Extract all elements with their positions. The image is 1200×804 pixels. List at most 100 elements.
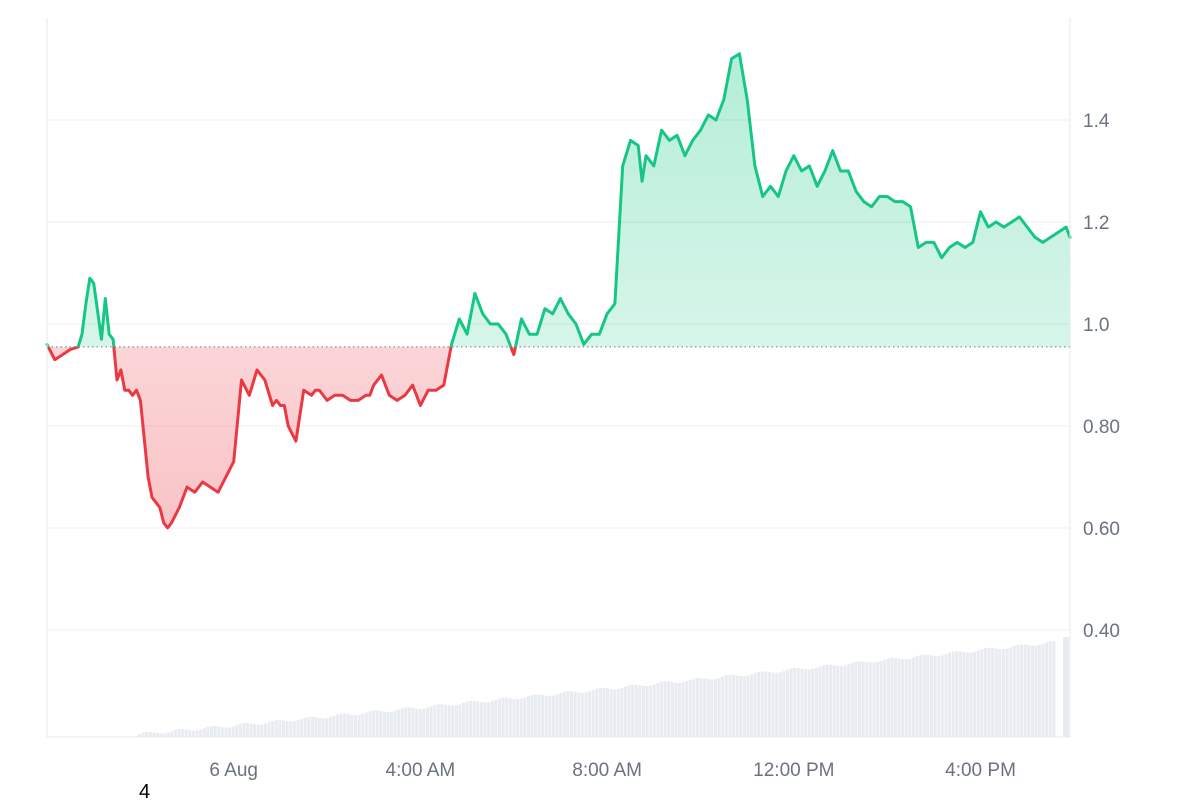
volume-bar — [703, 678, 707, 737]
volume-bar — [440, 704, 444, 737]
volume-bar — [519, 698, 523, 737]
volume-bar — [552, 695, 555, 737]
volume-bar — [624, 686, 627, 737]
volume-bar — [202, 728, 206, 737]
volume-bar — [998, 649, 1002, 737]
volume-bar — [494, 699, 498, 737]
volume-bar — [436, 704, 440, 737]
volume-bar — [897, 658, 901, 737]
volume-bar — [170, 731, 174, 737]
volume-bar — [508, 698, 512, 737]
volume-bar — [368, 711, 372, 737]
volume-bar — [386, 712, 390, 737]
volume-bar — [811, 668, 815, 737]
volume-bar — [350, 714, 354, 737]
volume-bar — [1005, 648, 1009, 737]
volume-bar — [606, 688, 609, 737]
volume-bar — [962, 651, 966, 737]
volume-bar — [948, 652, 951, 737]
y-tick-label: 1.4 — [1083, 111, 1110, 132]
volume-bar — [872, 662, 876, 737]
volume-bar — [735, 675, 739, 737]
volume-bar — [908, 658, 912, 737]
volume-bar — [1030, 645, 1034, 737]
volume-bar — [505, 697, 509, 737]
volume-bar — [685, 681, 689, 737]
volume-bar — [192, 730, 195, 737]
volume-bar — [177, 729, 181, 737]
volume-bar — [573, 691, 577, 737]
volume-bar — [714, 678, 717, 737]
volume-bar — [429, 706, 433, 737]
volume-bar — [534, 694, 537, 737]
volume-bar — [285, 721, 289, 737]
volume-bar — [418, 708, 422, 737]
y-tick-label: 1.0 — [1083, 315, 1109, 336]
corner-label: 4 — [139, 781, 151, 803]
volume-bar — [458, 704, 462, 737]
volume-bar — [325, 718, 329, 737]
volume-bar — [987, 647, 991, 737]
volume-bar — [145, 731, 149, 737]
volume-bar — [246, 723, 249, 737]
volume-bar — [411, 707, 415, 737]
volume-bar — [732, 674, 735, 737]
volume-bar — [584, 692, 588, 737]
volume-bar — [548, 695, 552, 737]
volume-bar — [292, 721, 296, 737]
volume-bar — [501, 697, 505, 737]
y-tick-label: 0.60 — [1083, 519, 1120, 540]
volume-bar — [577, 692, 581, 737]
volume-bar — [937, 655, 941, 737]
volume-bar — [462, 702, 465, 737]
volume-bar — [408, 707, 411, 737]
volume-bar — [256, 724, 260, 737]
volume-bar — [649, 685, 653, 737]
volume-bar — [674, 682, 678, 737]
volume-bar — [901, 659, 905, 737]
volume-bar — [454, 705, 458, 737]
volume-bar — [638, 685, 642, 737]
volume-bar — [1048, 641, 1052, 737]
volume-bar — [296, 720, 300, 737]
volume-bar — [476, 701, 480, 737]
volume-bar — [634, 684, 638, 737]
volume-bar — [800, 668, 804, 737]
volume-bar — [357, 714, 361, 737]
volume-bar — [814, 667, 818, 737]
volume-bar — [793, 667, 797, 737]
volume-bar — [346, 714, 350, 737]
plot-frame — [46, 18, 1071, 738]
volume-bar — [818, 666, 822, 737]
volume-bar — [642, 685, 645, 737]
volume-bar — [231, 726, 235, 737]
volume-bar — [148, 731, 152, 737]
volume-bar — [764, 671, 768, 737]
volume-bar — [300, 718, 303, 737]
volume-bar — [796, 668, 800, 737]
volume-bar — [159, 733, 163, 737]
volume-bar — [681, 682, 685, 737]
volume-bar — [904, 659, 908, 737]
volume-bar — [562, 691, 566, 737]
volume-bar — [206, 726, 210, 737]
volume-bar — [364, 712, 368, 737]
volume-bar — [570, 691, 573, 737]
volume-bar — [404, 707, 408, 737]
volume-bar — [210, 726, 213, 737]
x-tick-label: 4:00 PM — [945, 760, 1016, 781]
volume-bar — [278, 719, 282, 737]
volume-bar — [498, 698, 501, 737]
volume-bar — [566, 691, 570, 737]
volume-bar — [861, 661, 865, 737]
volume-bar — [213, 726, 217, 737]
volume-bar — [447, 705, 451, 737]
volume-bar — [778, 672, 782, 737]
volume-bar — [195, 730, 199, 737]
volume-bar — [912, 657, 915, 737]
volume-bar — [854, 661, 858, 737]
volume-bar — [832, 665, 836, 737]
volume-bar — [890, 657, 894, 737]
x-tick-label: 12:00 PM — [753, 760, 834, 781]
price-line-up — [45, 52, 1072, 347]
